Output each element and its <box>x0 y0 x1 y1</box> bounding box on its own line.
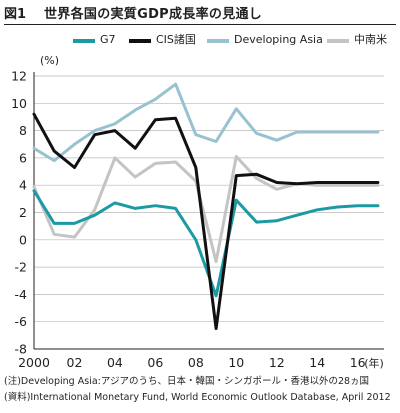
y-tick-label: 0 <box>19 232 27 247</box>
chart-notes: (注)Developing Asia:アジアのうち、日本・韓国・シンガポール・香… <box>4 374 391 406</box>
y-tick-label: 12 <box>11 69 27 84</box>
x-tick-label: 06 <box>147 355 163 370</box>
source-line: (資料)International Monetary Fund, World E… <box>4 392 391 403</box>
legend-label-developing-asia: Developing Asia <box>234 33 323 46</box>
page-title: 世界各国の実質GDP成長率の見通し <box>44 7 263 22</box>
x-tick-label: 14 <box>309 355 325 370</box>
y-tick-label: 10 <box>11 96 27 111</box>
y-tick-label: 2 <box>19 205 27 220</box>
x-axis-unit: (年) <box>364 356 384 370</box>
legend-label-cis: CIS諸国 <box>156 33 196 46</box>
legend-swatch-cis <box>129 39 151 43</box>
legend-label-g7: G7 <box>100 33 116 46</box>
y-axis-unit: (%) <box>40 54 59 67</box>
title-bar: 図1 世界各国の実質GDP成長率の見通し <box>4 3 396 25</box>
series-line-0 <box>32 189 380 298</box>
note-line: (注)Developing Asia:アジアのうち、日本・韓国・シンガポール・香… <box>4 376 370 387</box>
legend-swatch-developing-asia <box>207 39 229 43</box>
legend-label-latin-america: 中南米 <box>354 33 387 46</box>
y-tick-label: -2 <box>15 260 27 275</box>
x-tick-label: 04 <box>107 355 123 370</box>
y-tick-label: 4 <box>19 178 27 193</box>
figure-number: 図1 <box>4 7 27 22</box>
y-tick-label: -4 <box>15 287 28 302</box>
chart-legend: G7 CIS諸国 Developing Asia 中南米 <box>0 32 400 54</box>
series-line-1 <box>32 112 380 330</box>
y-tick-label: -8 <box>15 342 28 357</box>
legend-swatch-latin-america <box>327 39 349 43</box>
y-tick-label: -6 <box>15 314 28 329</box>
x-tick-label: 2000 <box>18 355 50 370</box>
legend-swatch-g7 <box>73 39 95 43</box>
x-tick-label: 02 <box>67 355 83 370</box>
x-tick-label: 08 <box>188 355 204 370</box>
x-tick-label: 16 <box>350 355 366 370</box>
x-tick-label: 12 <box>269 355 285 370</box>
y-tick-label: 6 <box>19 150 27 165</box>
y-tick-label: 8 <box>19 123 27 138</box>
x-tick-label: 10 <box>228 355 244 370</box>
series-line-2 <box>32 82 380 163</box>
series-line-3 <box>32 155 380 264</box>
